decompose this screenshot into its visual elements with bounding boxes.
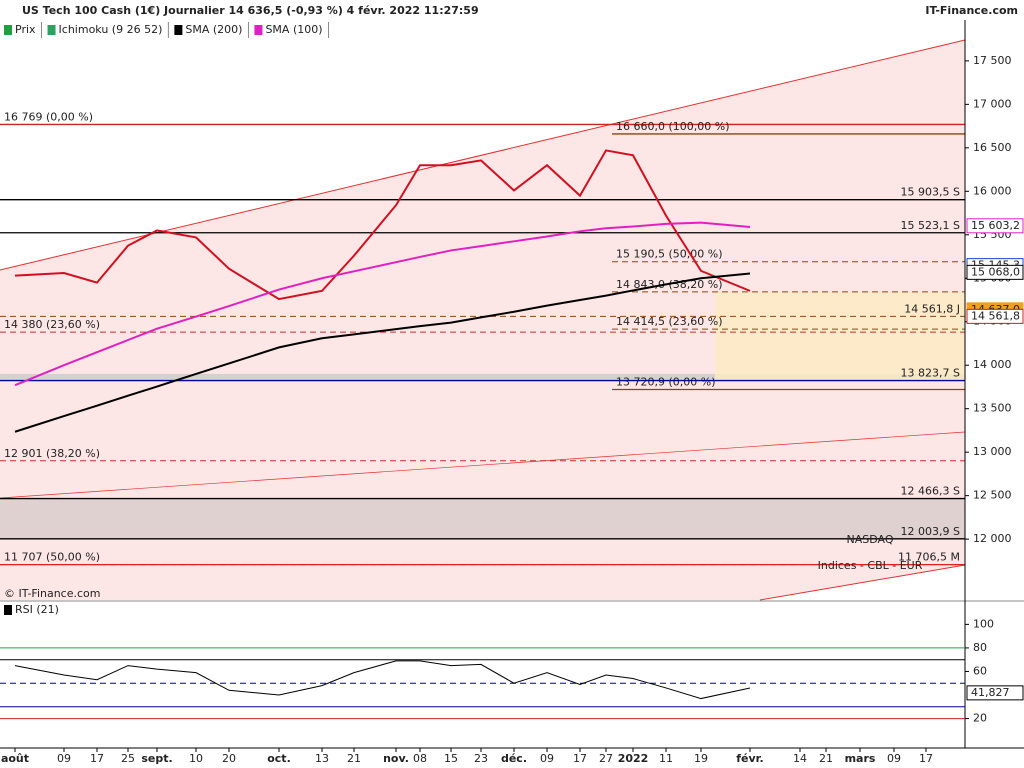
watermark: NASDAQ [846, 533, 893, 546]
rsi-panel: 20 60 80 100 41,827 RSI (21) août 09 17 25 sept. 10… [0, 603, 1024, 765]
x-tick-label: 21 [347, 752, 361, 765]
legend: Prix Ichimoku (9 26 52) SMA (200) SMA (100) [4, 22, 330, 38]
y-tick-label: 12 000 [973, 532, 1012, 545]
x-tick-label: 23 [474, 752, 488, 765]
x-tick-label: 14 [793, 752, 807, 765]
y-tick-label: 16 000 [973, 184, 1012, 197]
price-tag-box [966, 218, 1024, 234]
level-label: 14 414,5 (23,60 %) [616, 315, 723, 328]
level-label: 16 660,0 (100,00 %) [616, 120, 730, 133]
y-tick-label: 14 000 [973, 358, 1012, 371]
legend-label: SMA (200) [185, 23, 242, 36]
brand: IT-Finance.com [925, 4, 1018, 17]
x-tick-label: 27 [599, 752, 613, 765]
legend-swatch [174, 25, 183, 35]
x-tick-label: 10 [189, 752, 203, 765]
x-tick-label: mars [845, 752, 876, 765]
rsi-legend: RSI (21) [15, 603, 59, 616]
x-tick-label: 09 [57, 752, 71, 765]
price-tag: 14 561,8 [966, 308, 1024, 324]
x-tick-label: 2022 [618, 752, 649, 765]
x-tick-label: 17 [573, 752, 587, 765]
x-tick-label: déc. [501, 752, 527, 765]
series-line [14, 221, 751, 387]
x-tick-label: 21 [819, 752, 833, 765]
x-tick-label: 17 [919, 752, 933, 765]
x-tick-label: 17 [90, 752, 104, 765]
x-tick-label: nov. [383, 752, 409, 765]
price-tag-box [966, 264, 1024, 280]
level-label: 15 903,5 S [901, 186, 960, 199]
level-label: 11 706,5 M [898, 551, 960, 564]
series-line [14, 149, 751, 301]
x-tick-label: 08 [413, 752, 427, 765]
legend-swatch [254, 25, 263, 35]
level-label: 12 466,3 S [901, 485, 960, 498]
price-tag: 15 603,2 [966, 218, 1024, 234]
x-tick-label: 09 [540, 752, 554, 765]
series-line [14, 272, 751, 433]
y-tick-label: 80 [973, 641, 987, 654]
rsi-line [14, 660, 751, 700]
x-tick-label: oct. [267, 752, 291, 765]
title: US Tech 100 Cash (1€) Journalier 14 636,… [22, 4, 479, 17]
x-tick-label: févr. [736, 752, 763, 765]
level-label: 16 769 (0,00 %) [4, 110, 93, 123]
y-tick-label: 17 500 [973, 54, 1012, 67]
channel-line [0, 431, 966, 499]
y-tick-label: 13 500 [973, 402, 1012, 415]
level-label: 14 561,8 J [904, 302, 960, 315]
x-tick-label: 13 [315, 752, 329, 765]
legend-swatch [4, 25, 12, 35]
copyright: © IT-Finance.com [4, 587, 101, 600]
level-label: 11 707 (50,00 %) [4, 551, 100, 564]
support-band [0, 373, 965, 381]
legend-label: Ichimoku (9 26 52) [59, 23, 163, 36]
level-label: 12 901 (38,20 %) [4, 447, 100, 460]
y-tick-label: 17 000 [973, 97, 1012, 110]
level-label: 15 523,1 S [901, 219, 960, 232]
rsi-tag-box [966, 685, 1024, 701]
level-label: 13 720,9 (0,00 %) [616, 375, 716, 388]
price-tag-box [966, 308, 1024, 324]
y-tick-label: 100 [973, 617, 994, 630]
x-tick-label: 11 [659, 752, 673, 765]
x-tick-label: sept. [141, 752, 172, 765]
rsi-tag-label: 41,827 [971, 686, 1010, 699]
price-tag-label: 14 561,8 [971, 309, 1020, 322]
support-band [0, 498, 965, 539]
y-tick-label: 60 [973, 664, 987, 677]
x-tick-label: août [1, 752, 29, 765]
legend-label: Prix [15, 23, 36, 36]
level-label: 14 380 (23,60 %) [4, 318, 100, 331]
header-bar [0, 0, 1024, 20]
level-label: 13 823,7 S [901, 367, 960, 380]
x-tick-label: 19 [694, 752, 708, 765]
watermark: Indices - CBL - EUR [818, 559, 923, 572]
level-label: 15 190,5 (50,00 %) [616, 248, 723, 261]
y-tick-label: 16 500 [973, 141, 1012, 154]
price-tag: 15 068,0 [966, 264, 1024, 280]
legend-swatch [47, 25, 56, 35]
channel-fill [0, 40, 965, 600]
x-tick-label: 15 [444, 752, 458, 765]
price-tag-label: 15 603,2 [971, 219, 1020, 232]
x-tick-label: 25 [121, 752, 135, 765]
legend-label: SMA (100) [265, 23, 322, 36]
y-tick-label: 12 500 [973, 489, 1012, 502]
level-label: 12 003,9 S [901, 525, 960, 538]
channel-line [759, 564, 966, 601]
fib-zone [715, 291, 965, 381]
y-tick-label: 13 000 [973, 445, 1012, 458]
x-tick-label: 20 [222, 752, 236, 765]
price-tag-label: 15 068,0 [971, 265, 1020, 278]
x-tick-label: 09 [887, 752, 901, 765]
rsi-legend-swatch [4, 605, 12, 615]
y-tick-label: 20 [973, 712, 987, 725]
